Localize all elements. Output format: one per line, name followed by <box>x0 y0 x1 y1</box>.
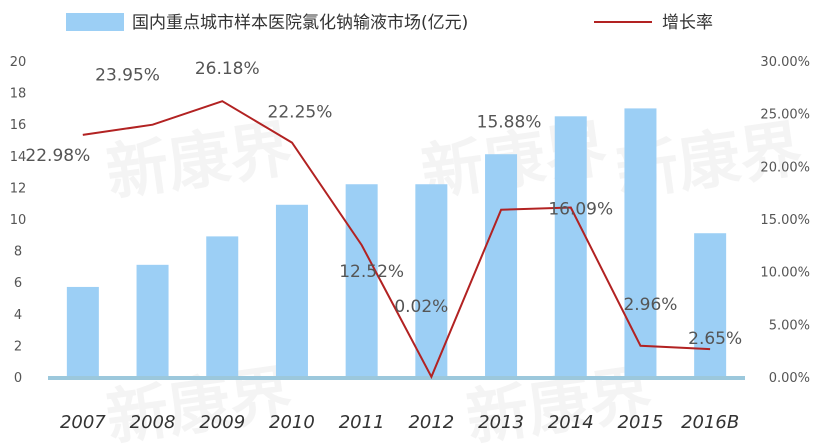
right-tick-label: 25.00% <box>760 108 810 123</box>
legend-bar-label: 国内重点城市样本医院氯化钠输液市场(亿元) <box>132 13 468 33</box>
x-tick-label: 2011 <box>339 412 385 433</box>
watermark-text: 新康界 <box>102 112 296 210</box>
right-tick-label: 30.00% <box>760 55 810 70</box>
rate-label-2007: 22.98% <box>25 146 90 166</box>
left-tick-label: 8 <box>14 245 22 260</box>
x-tick-label: 2012 <box>408 412 454 433</box>
legend: 国内重点城市样本医院氯化钠输液市场(亿元) 增长率 <box>66 13 713 33</box>
bar-2007 <box>66 286 99 377</box>
bar-2016B <box>694 233 727 377</box>
left-tick-label: 18 <box>10 87 27 102</box>
rate-label-2008: 23.95% <box>95 66 160 86</box>
left-tick-label: 4 <box>14 308 22 323</box>
right-tick-label: 5.00% <box>769 318 810 333</box>
right-tick-label: 0.00% <box>769 371 810 386</box>
rate-label-2012: 0.02% <box>394 297 448 317</box>
left-tick-label: 6 <box>14 276 22 291</box>
growth-rate-line <box>82 100 711 380</box>
right-axis: 0.00% 5.00% 10.00% 15.00% 20.00% 25.00% 30.00% <box>760 55 810 386</box>
x-tick-label: 2009 <box>199 412 245 433</box>
left-tick-label: 12 <box>10 181 27 196</box>
bar-2008 <box>136 264 169 377</box>
rate-label-2013: 15.88% <box>477 113 542 133</box>
bars-layer <box>66 108 727 378</box>
x-tick-label: 2007 <box>60 412 106 433</box>
left-tick-label: 14 <box>10 150 27 165</box>
legend-line-label: 增长率 <box>662 13 713 33</box>
bar-2015 <box>624 108 657 378</box>
left-axis: 0 2 4 6 8 10 12 14 16 18 20 <box>10 55 27 386</box>
rate-label-2016B: 2.65% <box>688 329 742 349</box>
right-tick-label: 15.00% <box>760 213 810 228</box>
bar-2014 <box>554 116 587 378</box>
rate-label-2011: 12.52% <box>339 262 404 282</box>
left-tick-label: 2 <box>14 339 22 354</box>
legend-bar-swatch <box>66 13 124 31</box>
left-tick-label: 0 <box>14 371 22 386</box>
bar-2009 <box>206 236 239 377</box>
x-tick-label: 2013 <box>478 412 524 433</box>
rate-label-2010: 22.25% <box>268 103 333 123</box>
right-tick-label: 10.00% <box>760 266 810 281</box>
x-tick-label: 2015 <box>618 412 664 433</box>
growth-rate-labels: 22.98% 23.95% 26.18% 22.25% 12.52% 0.02% 15.88… <box>25 59 742 349</box>
bar-2013 <box>485 154 518 377</box>
rate-label-2014: 16.09% <box>548 200 613 220</box>
x-tick-label: 2014 <box>548 412 594 433</box>
bar-2010 <box>275 204 308 377</box>
rate-label-2015: 2.96% <box>623 295 677 315</box>
right-tick-label: 20.00% <box>760 160 810 175</box>
bar-2012 <box>415 184 448 377</box>
x-tick-label: 2016B <box>681 412 739 433</box>
rate-label-2009: 26.18% <box>195 59 260 79</box>
x-axis: 2007 2008 2009 2010 2011 2012 2013 2014 2015 2016… <box>60 412 739 433</box>
left-tick-label: 10 <box>10 213 27 228</box>
bar-2011 <box>345 184 378 377</box>
left-tick-label: 16 <box>10 118 27 133</box>
x-tick-label: 2010 <box>269 412 315 433</box>
x-tick-label: 2008 <box>130 412 176 433</box>
left-tick-label: 20 <box>10 55 27 70</box>
